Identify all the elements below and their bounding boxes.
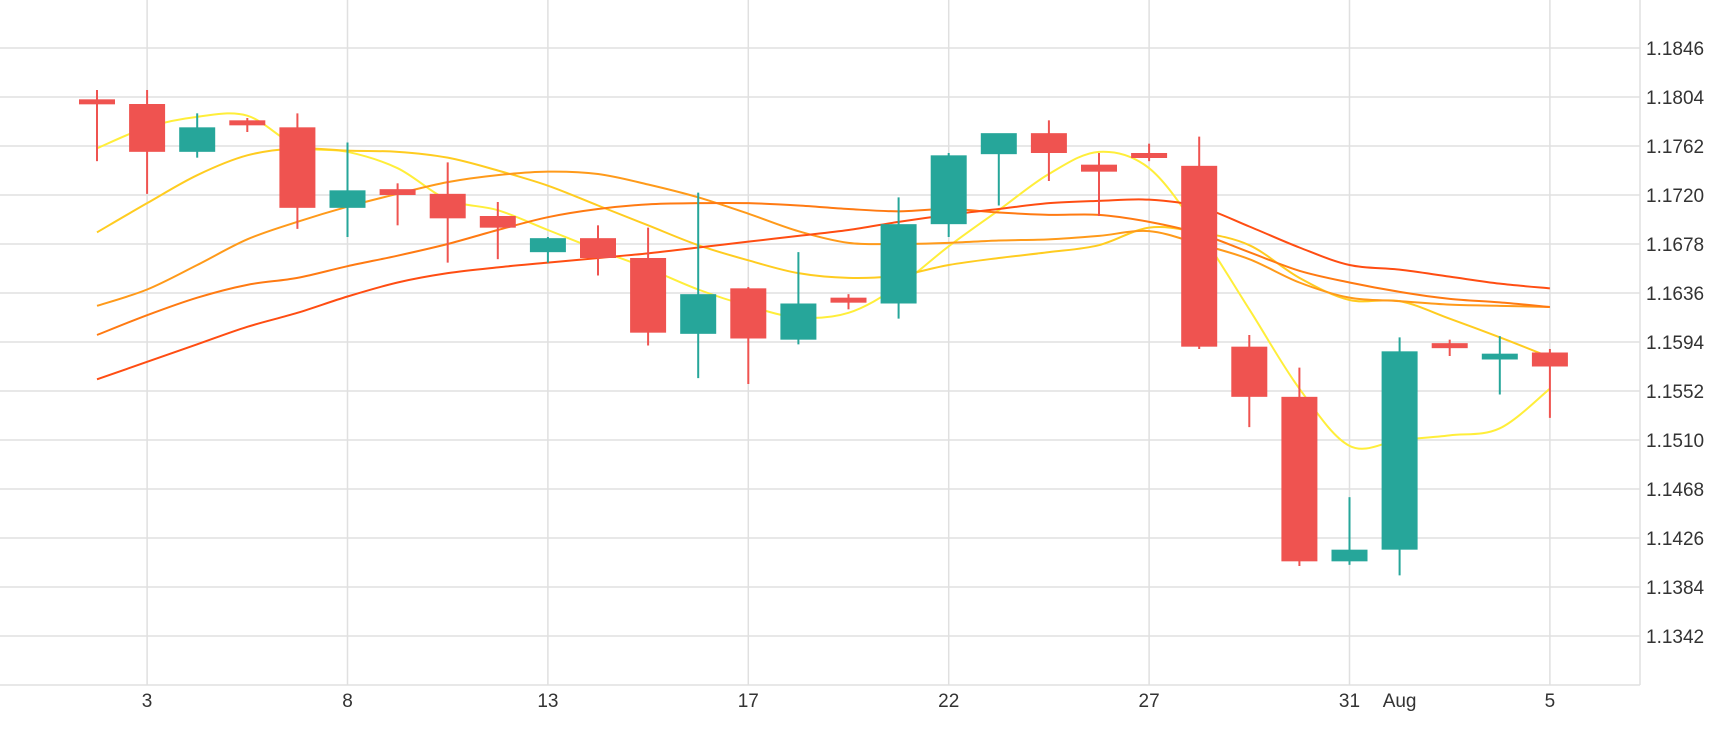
candle-body (1181, 165, 1218, 347)
x-tick-label: 13 (537, 691, 558, 712)
x-tick-label: Aug (1383, 691, 1417, 712)
x-tick-label: 17 (738, 691, 759, 712)
candle (1531, 349, 1568, 418)
candle-body (79, 99, 115, 105)
candle (529, 237, 566, 263)
x-tick-label: 8 (342, 691, 353, 712)
x-tick-label: 3 (142, 691, 153, 712)
candle-body (1481, 353, 1518, 360)
candle-body (129, 104, 166, 152)
candle-body (1381, 351, 1418, 550)
candle-body (580, 238, 616, 258)
candles (79, 90, 1568, 576)
candle-body (1331, 549, 1368, 562)
y-axis: 1.1846 1.1804 1.1762 1.1720 1.1678 1.1636 1.15… (1646, 39, 1705, 648)
grid (0, 0, 1641, 686)
moving-average-line (96, 198, 1550, 381)
candle (880, 197, 917, 319)
y-tick-label: 1.1846 (1646, 39, 1704, 60)
candle (1131, 143, 1168, 162)
y-tick-label: 1.1636 (1646, 284, 1704, 305)
y-tick-label: 1.1510 (1646, 431, 1704, 452)
candle (930, 153, 967, 237)
candle-body (179, 127, 216, 152)
candle (179, 113, 216, 158)
candle-body (429, 193, 466, 219)
candle (129, 90, 166, 194)
moving-average-line (96, 170, 1550, 308)
y-tick-label: 1.1342 (1646, 627, 1704, 648)
candle (229, 118, 266, 132)
y-tick-label: 1.1384 (1646, 578, 1705, 599)
candle-body (630, 258, 667, 333)
candle-body (329, 190, 366, 208)
moving-average-line (96, 201, 1550, 336)
candle-body (980, 133, 1017, 155)
candle (1481, 336, 1518, 395)
candle-body (529, 238, 566, 253)
candle (1030, 120, 1067, 181)
candle (329, 142, 366, 237)
candle-body (830, 297, 867, 303)
candle-body (930, 155, 967, 225)
candle-body (1131, 153, 1168, 158)
candle-body (379, 189, 416, 195)
candle (1431, 339, 1468, 356)
candle-body (1231, 346, 1268, 397)
candle-body (1531, 352, 1568, 367)
candle (479, 202, 516, 260)
candle (1081, 153, 1117, 216)
candle (730, 287, 767, 384)
candle (1281, 367, 1318, 566)
candle (379, 183, 416, 226)
candle-body (279, 127, 316, 208)
candle (279, 113, 316, 229)
x-tick-label: 22 (938, 691, 959, 712)
candle (630, 227, 667, 346)
candle-body (880, 224, 917, 304)
candle-body (730, 288, 767, 339)
candle (780, 252, 817, 345)
candle-body (780, 303, 817, 340)
x-tick-label: 31 (1339, 691, 1360, 712)
candle-body (1081, 164, 1117, 172)
y-tick-label: 1.1552 (1646, 382, 1704, 403)
candle (1231, 335, 1268, 428)
candle (429, 162, 466, 263)
candle-body (1281, 396, 1318, 562)
candle (79, 90, 115, 162)
x-tick-label: 5 (1545, 691, 1556, 712)
y-tick-label: 1.1594 (1646, 333, 1705, 354)
candle (680, 192, 717, 379)
y-tick-label: 1.1762 (1646, 137, 1704, 158)
y-tick-label: 1.1426 (1646, 529, 1704, 550)
candle-body (1030, 133, 1067, 153)
y-tick-label: 1.1468 (1646, 480, 1704, 501)
candle (980, 133, 1017, 206)
candle-body (680, 294, 717, 334)
candle-body (229, 120, 266, 126)
candle (1381, 337, 1418, 576)
y-tick-label: 1.1720 (1646, 186, 1704, 207)
candle (580, 225, 616, 276)
x-axis: 3 8 13 17 22 27 31 Aug 5 (142, 691, 1555, 712)
candle (830, 294, 867, 310)
moving-average-line (96, 147, 1551, 359)
candle (1181, 136, 1218, 349)
y-tick-label: 1.1678 (1646, 235, 1704, 256)
candle-body (479, 216, 516, 228)
y-tick-label: 1.1804 (1646, 88, 1705, 109)
candle-body (1431, 343, 1468, 349)
x-tick-label: 27 (1139, 691, 1160, 712)
candle (1331, 497, 1368, 565)
